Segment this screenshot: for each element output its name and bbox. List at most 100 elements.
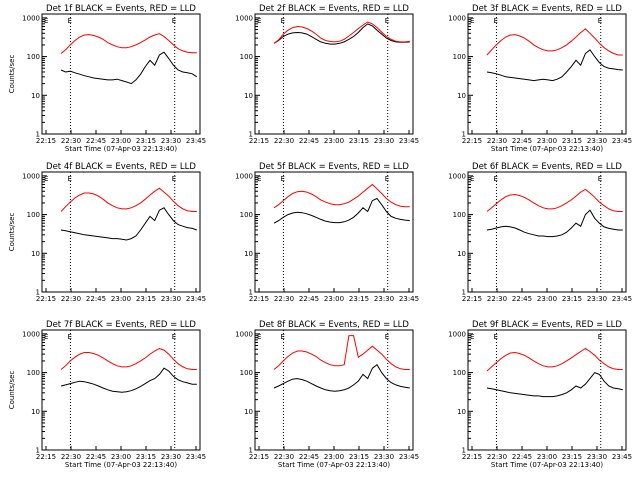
event-marker-label: E: [385, 17, 389, 25]
x-tick-label: 22:15: [249, 453, 269, 461]
x-tick-label: 23:15: [136, 137, 156, 145]
x-tick-label: 23:30: [587, 453, 607, 461]
x-tick-label: 23:00: [111, 295, 131, 303]
x-tick-label: 23:45: [612, 137, 632, 145]
event-marker-label: E: [257, 175, 261, 183]
x-tick-label: 22:30: [274, 295, 294, 303]
event-marker-label: E: [67, 333, 71, 341]
lld-series-line: [60, 187, 197, 212]
panel-title: Det 2f BLACK = Events, RED = LLD: [259, 4, 409, 14]
x-tick-label: 23:00: [324, 137, 344, 145]
panel-title: Det 8f BLACK = Events, RED = LLD: [259, 320, 409, 330]
y-tick-label: 100: [240, 211, 253, 219]
x-tick-label: 23:30: [374, 137, 394, 145]
y-tick-label: 100: [240, 53, 253, 61]
event-marker-label: E: [172, 333, 176, 341]
x-tick-label: 22:15: [36, 453, 56, 461]
x-tick-label: 23:45: [612, 453, 632, 461]
x-tick-label: 22:15: [462, 295, 482, 303]
plot-frame: [467, 329, 627, 451]
x-tick-label: 23:30: [161, 137, 181, 145]
y-tick-label: 10: [31, 92, 40, 100]
x-axis-label: Start Time (07-Apr-03 22:13:40): [491, 145, 603, 153]
plot-frame: [254, 171, 414, 293]
panel-title: Det 5f BLACK = Events, RED = LLD: [259, 162, 409, 172]
detector-panel-5: Det 5f BLACK = Events, RED = LLD 1 10 100 10…: [235, 162, 419, 303]
event-marker-label: E: [280, 17, 284, 25]
x-tick-label: 22:15: [36, 137, 56, 145]
y-tick-label: 10: [244, 408, 253, 416]
lld-series-line: [486, 347, 623, 372]
y-axis-label: Counts/sec: [8, 55, 16, 94]
x-tick-label: 23:15: [349, 295, 369, 303]
x-tick-label: 23:30: [374, 453, 394, 461]
event-marker-label: E: [493, 175, 497, 183]
events-series-line: [273, 23, 410, 45]
detector-panel-3: Det 3f BLACK = Events, RED = LLD 1 10 100 10…: [448, 4, 632, 153]
event-marker-label: E: [598, 175, 602, 183]
plot-frame: [254, 329, 414, 451]
x-tick-label: 22:45: [299, 453, 319, 461]
event-marker-label: E: [44, 17, 48, 25]
x-tick-label: 23:00: [111, 137, 131, 145]
lld-series-line: [486, 28, 623, 56]
x-tick-label: 22:45: [299, 295, 319, 303]
x-tick-label: 23:30: [374, 295, 394, 303]
event-marker-label: E: [172, 17, 176, 25]
x-tick-label: 23:45: [186, 295, 206, 303]
lld-series-line: [60, 347, 197, 370]
x-tick-label: 23:30: [161, 453, 181, 461]
y-tick-label: 1000: [22, 14, 40, 22]
plot-frame: [467, 171, 627, 293]
x-tick-label: 23:30: [161, 295, 181, 303]
y-tick-label: 100: [453, 211, 466, 219]
x-tick-label: 22:15: [462, 453, 482, 461]
x-tick-label: 23:00: [111, 453, 131, 461]
x-tick-label: 22:15: [249, 295, 269, 303]
x-tick-label: 23:45: [186, 137, 206, 145]
x-tick-label: 22:45: [86, 295, 106, 303]
panel-title: Det 9f BLACK = Events, RED = LLD: [472, 320, 622, 330]
lld-series-line: [486, 188, 623, 212]
x-tick-label: 22:15: [462, 137, 482, 145]
x-tick-label: 22:45: [299, 137, 319, 145]
panel-title: Det 1f BLACK = Events, RED = LLD: [46, 4, 196, 14]
y-tick-label: 10: [31, 408, 40, 416]
x-tick-label: 23:15: [349, 137, 369, 145]
x-tick-label: 23:30: [587, 295, 607, 303]
y-tick-label: 1000: [22, 172, 40, 180]
event-marker-label: E: [385, 175, 389, 183]
y-tick-label: 1000: [448, 14, 466, 22]
events-series-line: [486, 49, 623, 82]
plot-frame: [467, 13, 627, 135]
y-tick-label: 1: [249, 289, 253, 297]
event-marker-label: E: [257, 333, 261, 341]
x-tick-label: 23:00: [537, 453, 557, 461]
x-tick-label: 22:15: [249, 137, 269, 145]
y-axis-label: Counts/sec: [8, 213, 16, 252]
x-tick-label: 23:30: [587, 137, 607, 145]
event-marker-label: E: [67, 175, 71, 183]
x-tick-label: 23:00: [537, 137, 557, 145]
x-tick-label: 22:45: [512, 137, 532, 145]
x-axis-label: Start Time (07-Apr-03 22:13:40): [491, 461, 603, 469]
lld-series-line: [273, 183, 410, 209]
x-tick-label: 22:30: [274, 137, 294, 145]
x-tick-label: 22:45: [86, 137, 106, 145]
x-tick-label: 23:15: [349, 453, 369, 461]
event-marker-label: E: [470, 333, 474, 341]
y-tick-label: 1: [462, 131, 466, 139]
y-tick-label: 1: [462, 289, 466, 297]
x-tick-label: 23:15: [562, 137, 582, 145]
lld-series-line: [273, 335, 410, 370]
y-tick-label: 1: [36, 447, 40, 455]
detector-panel-9: Det 9f BLACK = Events, RED = LLD 1 10 100 10…: [448, 320, 632, 469]
events-series-line: [273, 197, 410, 224]
y-tick-label: 1: [249, 447, 253, 455]
x-tick-label: 23:45: [186, 453, 206, 461]
x-tick-label: 22:30: [61, 295, 81, 303]
y-tick-label: 1: [36, 131, 40, 139]
y-tick-label: 100: [27, 53, 40, 61]
events-series-line: [273, 363, 410, 392]
